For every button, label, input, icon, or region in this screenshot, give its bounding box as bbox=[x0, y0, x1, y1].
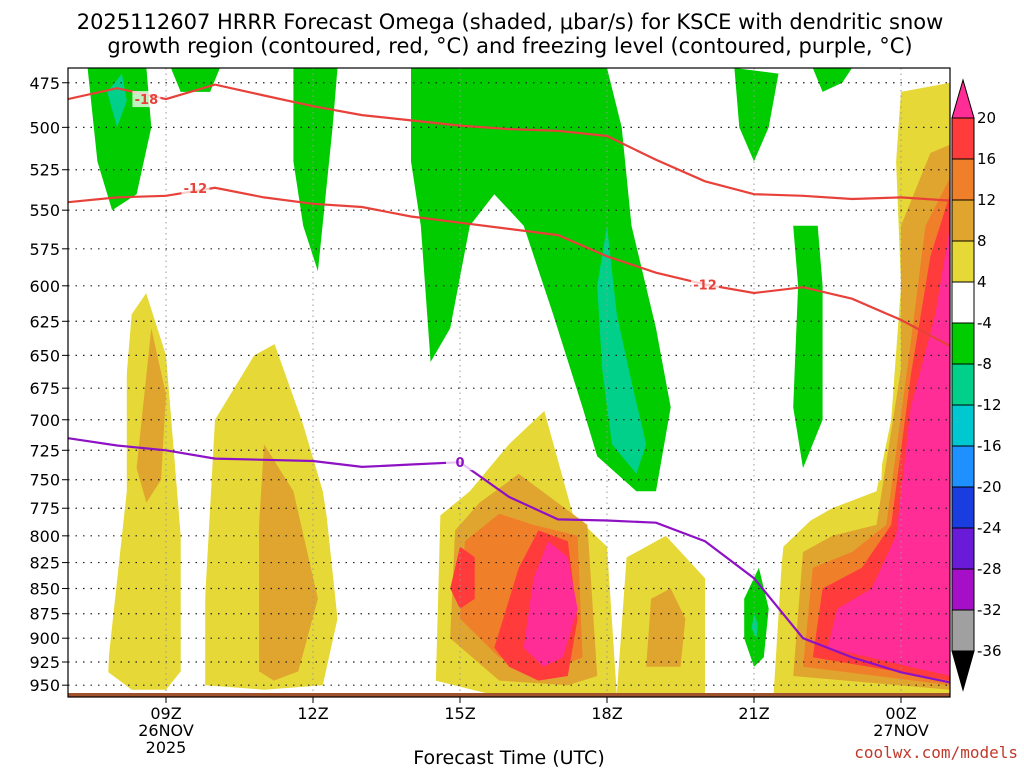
colorbar-segment-12 bbox=[951, 158, 975, 201]
omega-shading-layer bbox=[68, 68, 950, 697]
y-tick-label-475: 475 bbox=[29, 74, 60, 93]
colorbar-label--8: -8 bbox=[977, 355, 992, 373]
colorbar-segment--24 bbox=[951, 486, 975, 529]
y-tick-label-725: 725 bbox=[29, 441, 60, 460]
y-tick-label-900: 900 bbox=[29, 629, 60, 648]
x-tick-label-09Z-line2: 26NOV bbox=[138, 721, 194, 740]
contour-label-bg--18-0 bbox=[132, 91, 161, 108]
contour-0-line bbox=[68, 437, 950, 684]
colorbar-segment--4 bbox=[951, 281, 975, 324]
colorbar-label-20: 20 bbox=[977, 109, 996, 127]
contour-label-0-0: 0 bbox=[455, 456, 464, 471]
chart-title-line-1: 2025112607 HRRR Forecast Omega (shaded, … bbox=[77, 10, 944, 34]
omega-region-20-8 bbox=[523, 541, 578, 667]
x-tick-label-21Z-line1: 21Z bbox=[738, 704, 769, 723]
omega-region--8-24 bbox=[293, 68, 338, 272]
omega-region--8-27 bbox=[734, 68, 779, 162]
y-tick-label-925: 925 bbox=[29, 653, 60, 672]
colorbar-segment--16 bbox=[951, 404, 975, 447]
y-tick-label-700: 700 bbox=[29, 411, 60, 430]
contour-label--12-1: -12 bbox=[693, 278, 717, 293]
colorbar-segment-16 bbox=[951, 117, 975, 160]
omega-region-8-3 bbox=[259, 444, 318, 681]
omega-region--12-26 bbox=[597, 225, 647, 474]
contour--18-line bbox=[68, 83, 950, 202]
colorbar-segment--8 bbox=[951, 322, 975, 365]
colorbar-label--20: -20 bbox=[977, 478, 1002, 496]
terrain-ground bbox=[68, 693, 950, 697]
omega-region--8-28 bbox=[793, 225, 823, 469]
y-tick-label-575: 575 bbox=[29, 240, 60, 259]
y-axis: 475 500 525 550 575 600 625 650 675 700 725 750 775 8… bbox=[29, 74, 68, 695]
contour-label-bg--12-0 bbox=[181, 179, 210, 196]
omega-region--12-22 bbox=[107, 73, 127, 128]
plot-frame bbox=[67, 67, 951, 698]
y-tick-label-800: 800 bbox=[29, 527, 60, 546]
colorbar-label--12: -12 bbox=[977, 396, 1002, 414]
colorbar-segment--32 bbox=[951, 568, 975, 611]
y-tick-label-675: 675 bbox=[29, 379, 60, 398]
y-tick-label-825: 825 bbox=[29, 554, 60, 573]
omega-region--12-31 bbox=[751, 613, 758, 639]
y-tick-label-500: 500 bbox=[29, 118, 60, 137]
contour-label--18-0: -18 bbox=[135, 93, 159, 108]
contour-label-bg-0-0 bbox=[446, 454, 474, 471]
y-tick-label-950: 950 bbox=[29, 676, 60, 695]
x-tick-label-18Z-line1: 18Z bbox=[591, 704, 622, 723]
contour--12-line bbox=[68, 186, 950, 347]
x-tick-label-00Z-line2: 27NOV bbox=[873, 721, 929, 740]
colorbar-label-8: 8 bbox=[977, 232, 987, 250]
y-tick-label-775: 775 bbox=[29, 499, 60, 518]
omega-region--8-29 bbox=[812, 68, 852, 92]
colorbar-segment--28 bbox=[951, 527, 975, 570]
x-tick-label-12Z-line1: 12Z bbox=[297, 704, 328, 723]
x-axis-label: Forecast Time (UTC) bbox=[413, 747, 604, 768]
colorbar-label--36: -36 bbox=[977, 642, 1002, 660]
x-tick-label-09Z-line1: 09Z bbox=[150, 704, 181, 723]
colorbar-segment--36 bbox=[951, 609, 975, 652]
y-tick-label-875: 875 bbox=[29, 605, 60, 624]
colorbar-label-12: 12 bbox=[977, 191, 996, 209]
y-tick-label-750: 750 bbox=[29, 471, 60, 490]
colorbar-label--16: -16 bbox=[977, 437, 1002, 455]
colorbar-label-4: 4 bbox=[977, 273, 987, 291]
colorbar-label--28: -28 bbox=[977, 560, 1002, 578]
colorbar-label-16: 16 bbox=[977, 150, 996, 168]
y-tick-label-650: 650 bbox=[29, 346, 60, 365]
y-tick-label-625: 625 bbox=[29, 312, 60, 331]
colorbar-segment-8 bbox=[951, 199, 975, 242]
colorbar: 20 16 12 8 4 -4 -8 -12 -16 -20 -24 -28 -32 -36 bbox=[951, 78, 1002, 692]
contour-layer: -18 -12 -12 0 bbox=[68, 83, 950, 684]
omega-region-20-19 bbox=[827, 225, 950, 677]
chart-title-line-2: growth region (contoured, red, °C) and f… bbox=[107, 34, 912, 58]
omega-region-16-9 bbox=[450, 546, 475, 609]
y-tick-label-550: 550 bbox=[29, 201, 60, 220]
y-tick-label-600: 600 bbox=[29, 277, 60, 296]
colorbar-bottom-triangle bbox=[951, 650, 975, 692]
colorbar-label--24: -24 bbox=[977, 519, 1002, 537]
colorbar-segment--20 bbox=[951, 445, 975, 488]
credit-text: coolwx.com/models bbox=[854, 743, 1018, 762]
omega-region-8-11 bbox=[646, 588, 686, 667]
omega-region-8-1 bbox=[136, 328, 166, 503]
omega-region--8-30 bbox=[744, 567, 769, 667]
y-tick-label-850: 850 bbox=[29, 580, 60, 599]
contour-label--12-0: -12 bbox=[184, 182, 208, 197]
contour-label-bg--12-1 bbox=[691, 276, 719, 293]
x-tick-label-00Z-line1: 00Z bbox=[885, 704, 916, 723]
colorbar-label--32: -32 bbox=[977, 601, 1002, 619]
x-tick-label-09Z-line3: 2025 bbox=[146, 738, 187, 757]
colorbar-label--4: -4 bbox=[977, 314, 992, 332]
y-tick-label-525: 525 bbox=[29, 161, 60, 180]
colorbar-segment-4 bbox=[951, 240, 975, 283]
colorbar-top-triangle bbox=[951, 78, 975, 119]
x-tick-label-15Z-line1: 15Z bbox=[444, 704, 475, 723]
colorbar-segment--12 bbox=[951, 363, 975, 406]
